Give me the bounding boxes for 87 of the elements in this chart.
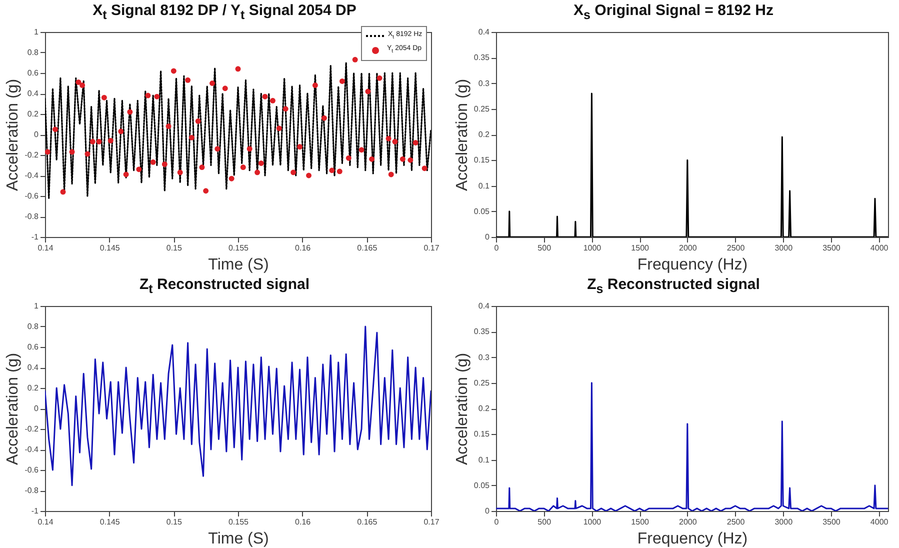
y-tick-label: 0.25 (474, 104, 490, 114)
y-tick-label: 0.35 (474, 53, 490, 62)
y-tick-label: -0.6 (24, 192, 40, 200)
y-tick-label: 0 (34, 130, 40, 139)
x-tick-label: 1000 (583, 518, 602, 526)
y-tick-label: -0.4 (24, 171, 40, 180)
x-tick-label: 2000 (679, 518, 698, 526)
chart-title: X$_{t}$ Signal 8192 DP / Y$_{t}$ Signal 2054 DP (92, 1, 358, 22)
x-tick-label: 0.15 (166, 244, 182, 252)
x-tick-label: 3000 (774, 244, 794, 252)
y-tick-label: 0.6 (27, 68, 40, 78)
x-tick-label: 0.165 (357, 518, 378, 526)
y-tick-label: 0 (485, 232, 490, 242)
y-tick-label: 0.1 (478, 181, 490, 190)
y-tick-label: 0.25 (474, 378, 490, 388)
y-tick-label: 0.2 (478, 404, 490, 413)
y-tick-label: 0.6 (27, 342, 40, 352)
x-tick-label: 0.155 (228, 244, 250, 252)
x-tick-label: 0.16 (295, 518, 312, 526)
y-axis-title: Acceleration (g) (454, 78, 471, 192)
y-tick-label: 0.2 (478, 130, 490, 139)
y-tick-label: 0.8 (27, 48, 40, 57)
x-tick-label: 500 (538, 244, 552, 252)
x-tick-label: 2000 (679, 244, 698, 252)
x-tick-label: 0.16 (295, 244, 312, 252)
x-tick-label: 3500 (822, 518, 841, 526)
y-tick-label: 0.4 (478, 302, 490, 310)
x-tick-label: 0.145 (100, 244, 120, 252)
y-axis-title: Acceleration (g) (4, 352, 22, 466)
x-tick-label: 0 (494, 518, 500, 526)
x-tick-label: 2500 (726, 518, 746, 526)
y-axis-title: Acceleration (g) (4, 78, 22, 192)
y-tick-label: 1 (34, 28, 40, 36)
y-tick-label: 0.2 (27, 384, 40, 392)
y-tick-label: -0.4 (24, 445, 40, 454)
x-tick-label: 4000 (870, 518, 889, 526)
x-axis-title: Frequency (Hz) (637, 256, 748, 274)
y-axis-title: Acceleration (g) (454, 352, 471, 466)
y-tick-label: -0.8 (24, 212, 40, 221)
x-tick-label: 0.165 (357, 244, 378, 252)
x-tick-label: 500 (538, 518, 552, 526)
x-tick-label: 1500 (631, 518, 650, 526)
y-tick-label: 0.05 (474, 206, 490, 216)
y-tick-label: 0.15 (474, 156, 490, 165)
y-tick-label: 0.3 (478, 352, 490, 362)
y-tick-label: -1 (31, 506, 40, 516)
y-tick-label: 0.4 (27, 89, 40, 98)
x-tick-label: 1000 (583, 244, 602, 252)
x-tick-label: 4000 (870, 244, 889, 252)
chart-title: Z$_{s}$ Reconstructed signal (586, 275, 761, 296)
x-tick-label: 3000 (774, 518, 794, 526)
x-tick-label: 0.15 (166, 518, 182, 526)
x-tick-label: 2500 (726, 244, 746, 252)
y-tick-label: 0.15 (474, 430, 490, 439)
x-tick-label: 3500 (822, 244, 841, 252)
x-tick-label: 1500 (631, 244, 650, 252)
chart-title: Z$_{t}$ Reconstructed signal (138, 275, 311, 296)
y-tick-label: 0.4 (478, 28, 490, 36)
x-axis-title: Frequency (Hz) (637, 530, 748, 548)
y-tick-label: 0.4 (27, 363, 40, 372)
x-tick-label: 0.145 (100, 518, 120, 526)
x-axis-title: Time (S) (208, 530, 269, 548)
y-tick-label: -0.8 (24, 486, 40, 495)
y-tick-label: -0.2 (24, 424, 40, 434)
x-tick-label: 0.14 (38, 244, 54, 252)
x-tick-label: 0 (494, 244, 500, 252)
line-series (496, 92, 888, 237)
y-tick-label: 0 (485, 506, 490, 516)
chart-title: X$_{s}$ Original Signal = 8192 Hz (572, 1, 774, 22)
y-tick-label: 0.05 (474, 480, 490, 490)
line-series (45, 326, 431, 486)
x-tick-label: 0.17 (424, 518, 440, 526)
y-tick-label: 0.2 (27, 110, 40, 118)
x-tick-label: 0.14 (38, 518, 54, 526)
line-series (496, 382, 888, 511)
y-tick-label: 0 (34, 404, 40, 413)
y-tick-label: 0.3 (478, 78, 490, 88)
y-tick-label: 1 (34, 302, 40, 310)
x-axis-title: Time (S) (208, 256, 269, 274)
y-tick-label: 0.1 (478, 455, 490, 464)
x-tick-label: 0.17 (424, 244, 440, 252)
y-tick-label: -0.2 (24, 150, 40, 160)
y-tick-label: -1 (31, 232, 40, 242)
x-tick-label: 0.155 (228, 518, 250, 526)
y-tick-label: 0.8 (27, 322, 40, 331)
y-tick-label: 0.35 (474, 327, 490, 336)
y-tick-label: -0.6 (24, 466, 40, 474)
